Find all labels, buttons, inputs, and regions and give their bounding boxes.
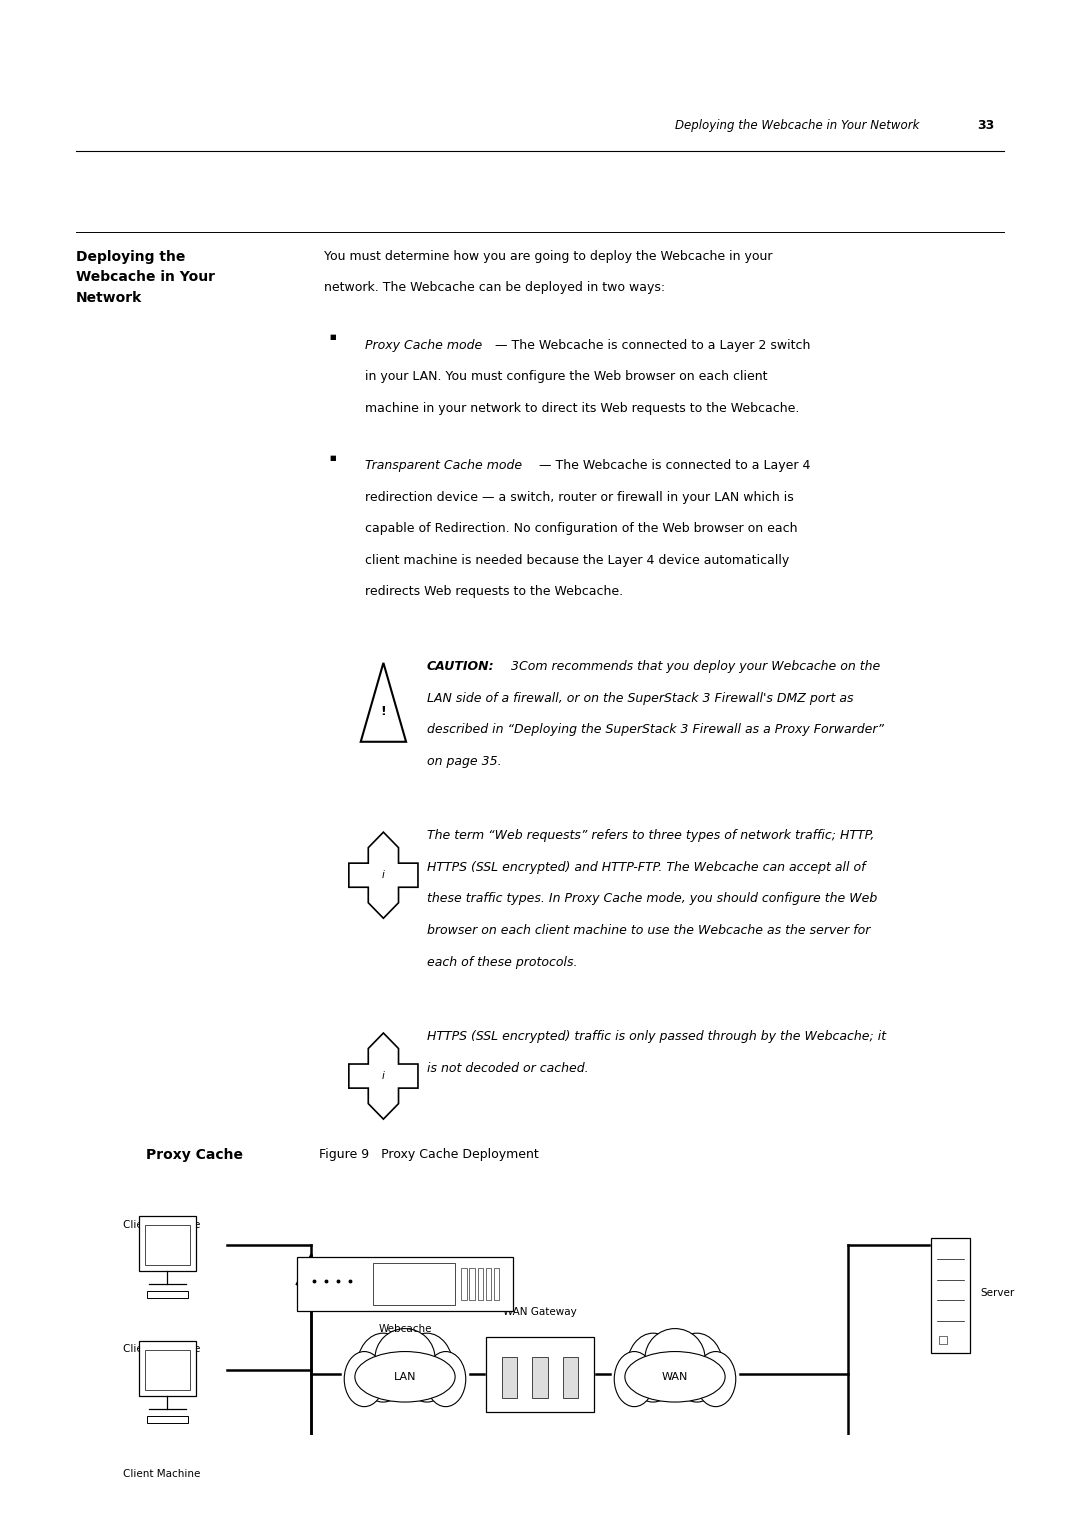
FancyBboxPatch shape — [297, 1258, 513, 1311]
Ellipse shape — [355, 1352, 455, 1403]
Text: — The Webcache is connected to a Layer 4: — The Webcache is connected to a Layer 4 — [535, 458, 810, 472]
Text: client machine is needed because the Layer 4 device automatically: client machine is needed because the Lay… — [365, 553, 789, 567]
Text: ■: ■ — [329, 455, 336, 461]
Ellipse shape — [615, 1352, 654, 1407]
Ellipse shape — [426, 1352, 465, 1407]
Text: redirects Web requests to the Webcache.: redirects Web requests to the Webcache. — [365, 585, 623, 599]
Text: ■: ■ — [329, 335, 336, 341]
Text: in your LAN. You must configure the Web browser on each client: in your LAN. You must configure the Web … — [365, 370, 768, 384]
Text: Proxy Cache mode: Proxy Cache mode — [365, 339, 483, 351]
Text: capable of Redirection. No configuration of the Web browser on each: capable of Redirection. No configuration… — [365, 523, 797, 535]
Text: Server: Server — [981, 1288, 1015, 1297]
FancyBboxPatch shape — [532, 1357, 548, 1398]
Text: WAN: WAN — [662, 1372, 688, 1381]
FancyBboxPatch shape — [139, 1342, 195, 1397]
Text: each of these protocols.: each of these protocols. — [427, 955, 577, 969]
FancyBboxPatch shape — [139, 1216, 195, 1271]
FancyBboxPatch shape — [486, 1337, 594, 1412]
Text: LAN: LAN — [394, 1372, 416, 1381]
Text: Deploying the Webcache in Your Network: Deploying the Webcache in Your Network — [675, 119, 919, 131]
Text: 3Com recommends that you deploy your Webcache on the: 3Com recommends that you deploy your Web… — [507, 660, 880, 672]
Text: HTTPS (SSL encrypted) and HTTP-FTP. The Webcache can accept all of: HTTPS (SSL encrypted) and HTTP-FTP. The … — [427, 860, 865, 874]
Ellipse shape — [645, 1328, 705, 1389]
Text: browser on each client machine to use the Webcache as the server for: browser on each client machine to use th… — [427, 924, 870, 937]
Ellipse shape — [401, 1332, 454, 1403]
Text: redirection device — a switch, router or firewall in your LAN which is: redirection device — a switch, router or… — [365, 490, 794, 504]
Ellipse shape — [345, 1352, 384, 1407]
FancyBboxPatch shape — [931, 1238, 970, 1352]
Text: i: i — [382, 1071, 384, 1082]
Ellipse shape — [375, 1328, 435, 1389]
Text: LAN side of a firewall, or on the SuperStack 3 Firewall's DMZ port as: LAN side of a firewall, or on the SuperS… — [427, 692, 853, 704]
Text: 33: 33 — [977, 119, 995, 131]
FancyBboxPatch shape — [931, 1488, 970, 1528]
Text: Figure 9   Proxy Cache Deployment: Figure 9 Proxy Cache Deployment — [319, 1148, 538, 1161]
Text: The term “Web requests” refers to three types of network traffic; HTTP,: The term “Web requests” refers to three … — [427, 830, 874, 842]
Ellipse shape — [696, 1352, 735, 1407]
Ellipse shape — [356, 1332, 409, 1403]
Text: — The Webcache is connected to a Layer 2 switch: — The Webcache is connected to a Layer 2… — [491, 339, 811, 351]
Text: described in “Deploying the SuperStack 3 Firewall as a Proxy Forwarder”: described in “Deploying the SuperStack 3… — [427, 723, 883, 736]
Text: WAN Gateway: WAN Gateway — [503, 1306, 577, 1317]
Text: Webcache: Webcache — [378, 1325, 432, 1334]
Text: Proxy Cache: Proxy Cache — [146, 1148, 243, 1161]
FancyBboxPatch shape — [563, 1357, 578, 1398]
Text: i: i — [382, 871, 384, 880]
Text: these traffic types. In Proxy Cache mode, you should configure the Web: these traffic types. In Proxy Cache mode… — [427, 892, 877, 906]
Text: Client Machine: Client Machine — [123, 1470, 201, 1479]
Text: You must determine how you are going to deploy the Webcache in your: You must determine how you are going to … — [324, 249, 772, 263]
Text: Transparent Cache mode: Transparent Cache mode — [365, 458, 522, 472]
Text: is not decoded or cached.: is not decoded or cached. — [427, 1062, 589, 1074]
Text: machine in your network to direct its Web requests to the Webcache.: machine in your network to direct its We… — [365, 402, 799, 414]
Text: HTTPS (SSL encrypted) traffic is only passed through by the Webcache; it: HTTPS (SSL encrypted) traffic is only pa… — [427, 1030, 886, 1044]
Text: on page 35.: on page 35. — [427, 755, 501, 767]
Ellipse shape — [671, 1332, 724, 1403]
Text: Client Machine: Client Machine — [123, 1345, 201, 1354]
FancyBboxPatch shape — [502, 1357, 517, 1398]
Text: CAUTION:: CAUTION: — [427, 660, 495, 672]
Text: Deploying the
Webcache in Your
Network: Deploying the Webcache in Your Network — [76, 249, 215, 306]
Ellipse shape — [626, 1332, 679, 1403]
Ellipse shape — [625, 1352, 725, 1403]
Text: network. The Webcache can be deployed in two ways:: network. The Webcache can be deployed in… — [324, 281, 665, 295]
Text: Client Machine: Client Machine — [123, 1219, 201, 1230]
Text: !: ! — [380, 706, 387, 718]
FancyBboxPatch shape — [139, 1465, 195, 1520]
